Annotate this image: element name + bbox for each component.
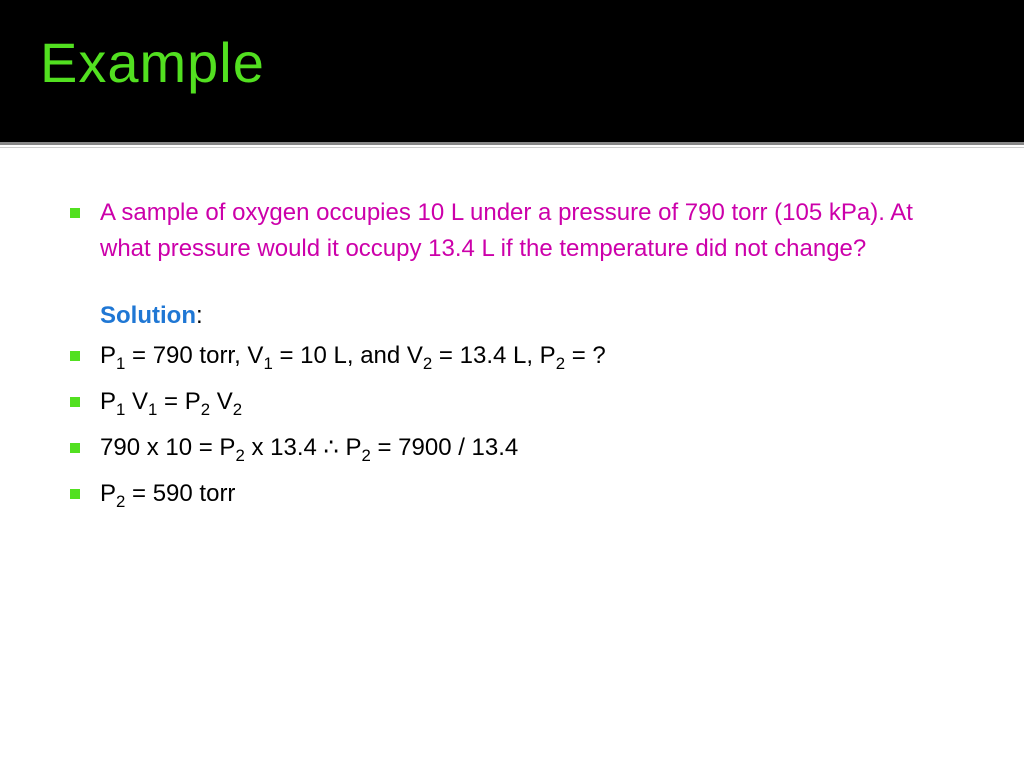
solution-bullet-line: P1 = 790 torr, V1 = 10 L, and V2 = 13.4 … [70, 338, 954, 376]
slide-content: A sample of oxygen occupies 10 L under a… [0, 145, 1024, 514]
solution-text: P2 = 590 torr [100, 476, 954, 514]
bullet-icon [70, 489, 80, 499]
solution-label-text: Solution [100, 302, 196, 329]
question-bullet-line: A sample of oxygen occupies 10 L under a… [70, 195, 954, 267]
bullet-icon [70, 443, 80, 453]
bullet-icon [70, 351, 80, 361]
question-text: A sample of oxygen occupies 10 L under a… [100, 195, 954, 267]
question-block: A sample of oxygen occupies 10 L under a… [70, 195, 954, 267]
solution-text: P1 = 790 torr, V1 = 10 L, and V2 = 13.4 … [100, 338, 954, 376]
solution-bullet-line: P1 V1 = P2 V2 [70, 384, 954, 422]
slide-title: Example [40, 30, 984, 95]
solution-bullet-line: P2 = 590 torr [70, 476, 954, 514]
solution-lines: P1 = 790 torr, V1 = 10 L, and V2 = 13.4 … [70, 338, 954, 514]
solution-text: P1 V1 = P2 V2 [100, 384, 954, 422]
solution-text: 790 x 10 = P2 x 13.4 ∴ P2 = 7900 / 13.4 [100, 430, 954, 468]
bullet-icon [70, 208, 80, 218]
bullet-icon [70, 397, 80, 407]
solution-colon: : [196, 302, 203, 329]
solution-bullet-line: 790 x 10 = P2 x 13.4 ∴ P2 = 7900 / 13.4 [70, 430, 954, 468]
slide-header: Example [0, 0, 1024, 145]
solution-label: Solution: [100, 302, 954, 330]
